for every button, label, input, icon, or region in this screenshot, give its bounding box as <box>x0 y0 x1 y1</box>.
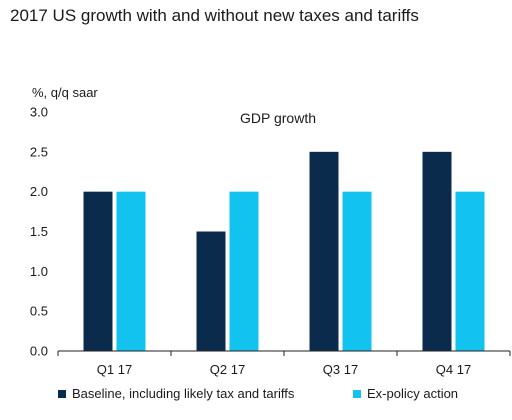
y-tick-label: 1.0 <box>30 264 48 279</box>
bar-baseline <box>422 151 452 351</box>
chart-title: GDP growth <box>240 110 316 126</box>
legend-label: Ex-policy action <box>367 386 458 401</box>
y-tick-label: 0.0 <box>30 344 48 359</box>
x-tick-label: Q2 17 <box>210 362 245 377</box>
legend-label: Baseline, including likely tax and tarif… <box>72 386 295 401</box>
legend-swatch <box>353 390 361 398</box>
y-axis-ticks: 0.0 0.5 1.0 1.5 2.0 2.5 3.0 <box>30 105 48 359</box>
bar-ex-policy <box>229 191 259 351</box>
x-tick-label: Q1 17 <box>97 362 132 377</box>
bar-ex-policy <box>455 191 485 351</box>
legend: Baseline, including likely tax and tarif… <box>58 386 458 401</box>
page-title: 2017 US growth with and without new taxe… <box>10 6 419 25</box>
y-tick-label: 2.0 <box>30 184 48 199</box>
bar-baseline <box>309 151 339 351</box>
legend-swatch <box>58 390 66 398</box>
x-tick-label: Q4 17 <box>436 362 471 377</box>
bars <box>83 151 485 351</box>
bar-ex-policy <box>342 191 372 351</box>
bar-ex-policy <box>116 191 146 351</box>
y-tick-label: 1.5 <box>30 224 48 239</box>
y-tick-label: 3.0 <box>30 105 48 120</box>
bar-baseline <box>83 191 113 351</box>
y-tick-label: 0.5 <box>30 304 48 319</box>
y-axis-label: %, q/q saar <box>32 85 98 100</box>
y-tick-label: 2.5 <box>30 144 48 159</box>
x-tick-label: Q3 17 <box>323 362 358 377</box>
bar-baseline <box>196 231 226 351</box>
x-axis-ticks: Q1 17 Q2 17 Q3 17 Q4 17 <box>57 351 511 377</box>
